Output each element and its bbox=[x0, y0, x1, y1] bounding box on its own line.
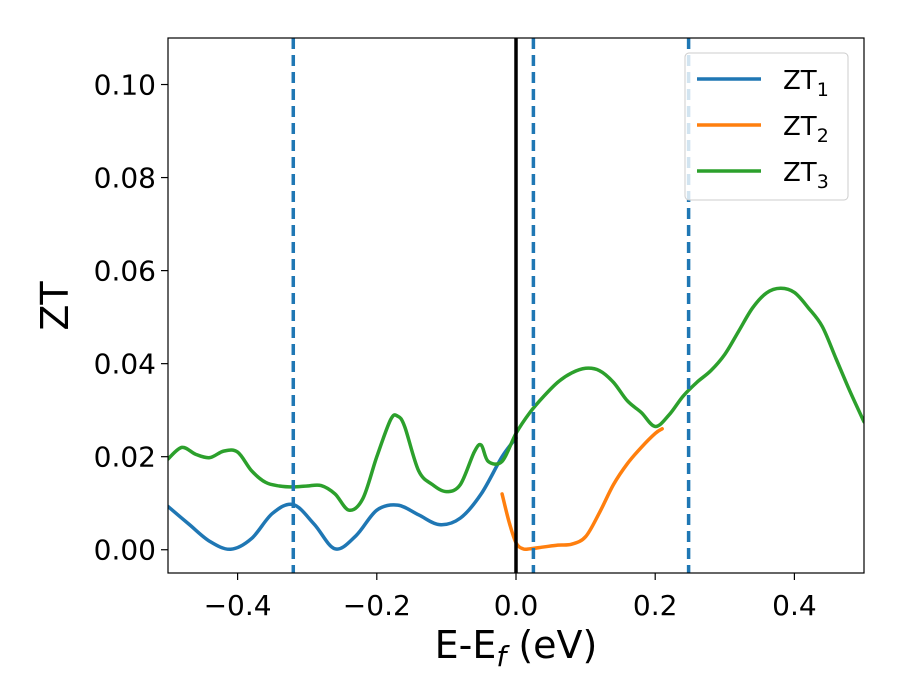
y-tick-label: 0.06 bbox=[94, 255, 156, 288]
x-axis: −0.4 −0.2 0.0 0.2 0.4 bbox=[204, 573, 817, 622]
y-axis: 0.00 0.02 0.04 0.06 0.08 0.10 bbox=[94, 69, 168, 567]
y-tick-label: 0.10 bbox=[94, 69, 156, 102]
legend: ZT1 ZT2 ZT3 bbox=[684, 52, 849, 201]
x-tick-label: 0.4 bbox=[772, 589, 817, 622]
x-tick-label: −0.2 bbox=[343, 589, 411, 622]
legend-label-zt2: ZT2 bbox=[783, 112, 829, 147]
series-line-zt1 bbox=[168, 436, 518, 552]
x-axis-title-main: E-E bbox=[435, 623, 497, 667]
x-axis-title: E-Ef (eV) bbox=[435, 623, 598, 673]
x-tick-label: 0.0 bbox=[494, 589, 539, 622]
y-tick-label: 0.04 bbox=[94, 348, 156, 381]
legend-label-zt1: ZT1 bbox=[783, 66, 829, 101]
y-tick-label: 0.08 bbox=[94, 162, 156, 195]
legend-box bbox=[684, 52, 849, 201]
plot-area bbox=[168, 38, 864, 573]
x-tick-label: −0.4 bbox=[204, 589, 272, 622]
series-line-zt3 bbox=[168, 286, 864, 513]
y-axis-title: ZT bbox=[33, 281, 77, 331]
y-tick-label: 0.00 bbox=[94, 534, 156, 567]
y-tick-label: 0.02 bbox=[94, 441, 156, 474]
series-line-zt2 bbox=[500, 427, 664, 552]
x-tick-label: 0.2 bbox=[633, 589, 678, 622]
x-axis-title-unit: (eV) bbox=[506, 623, 597, 667]
legend-label-zt3: ZT3 bbox=[783, 158, 829, 193]
